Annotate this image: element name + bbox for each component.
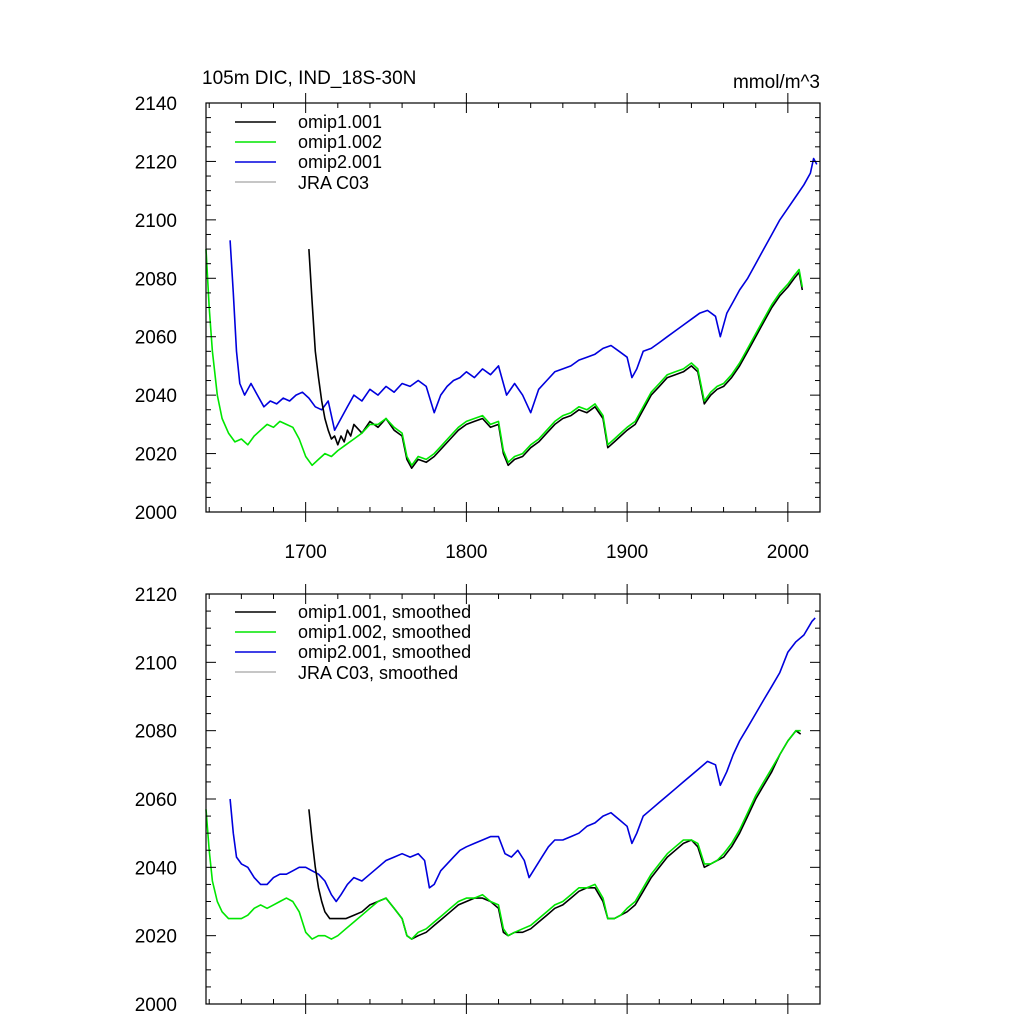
legend-label-omip1-001: omip1.001 <box>298 112 382 132</box>
x-tick-label: 1900 <box>606 542 648 563</box>
y-tick-label: 2140 <box>135 94 177 115</box>
x-tick-label: 1700 <box>285 542 327 563</box>
y-tick-label: 2120 <box>135 152 177 173</box>
legend-label-jra-c03-smoothed: JRA C03, smoothed <box>298 663 458 683</box>
y-tick-label: 2120 <box>135 585 177 606</box>
bottom-panel: 2000 2020 2040 2060 2080 2100 2120 omip1.001, … <box>135 584 821 1016</box>
top-panel-units: mmol/m^3 <box>733 72 820 93</box>
y-tick-label: 2020 <box>135 445 177 466</box>
y-tick-label: 2020 <box>135 927 177 948</box>
x-tick-label: 1800 <box>445 542 487 563</box>
y-tick-label: 2080 <box>135 722 177 743</box>
legend-label-omip2-001-smoothed: omip2.001, smoothed <box>298 642 471 662</box>
y-tick-label: 2060 <box>135 328 177 349</box>
legend-label-omip1-002-smoothed: omip1.002, smoothed <box>298 622 471 642</box>
y-tick-label: 2060 <box>135 790 177 811</box>
series-line-omip1-001 <box>308 249 804 469</box>
top-panel-title: 105m DIC, IND_18S-30N <box>202 68 416 89</box>
series-line-omip1-002 <box>205 729 801 940</box>
legend-label-jra-c03: JRA C03 <box>298 173 369 193</box>
y-tick-label: 2000 <box>135 995 177 1016</box>
y-tick-label: 2080 <box>135 269 177 290</box>
series-line-omip2-001 <box>229 157 818 431</box>
legend-label-omip1-002: omip1.002 <box>298 132 382 152</box>
y-tick-label: 2040 <box>135 858 177 879</box>
series-line-omip2-001 <box>229 617 816 903</box>
y-tick-label: 2100 <box>135 653 177 674</box>
top-panel: 105m DIC, IND_18S-30N mmol/m^3 2000 2020 2… <box>135 68 821 563</box>
series-line-omip1-002 <box>205 249 804 467</box>
series-line-omip1-001 <box>308 729 802 940</box>
x-tick-label: 2000 <box>767 542 809 563</box>
legend-label-omip2-001: omip2.001 <box>298 152 382 172</box>
y-tick-label: 2000 <box>135 503 177 524</box>
legend-label-omip1-001-smoothed: omip1.001, smoothed <box>298 602 471 622</box>
y-tick-label: 2100 <box>135 211 177 232</box>
y-tick-label: 2040 <box>135 386 177 407</box>
